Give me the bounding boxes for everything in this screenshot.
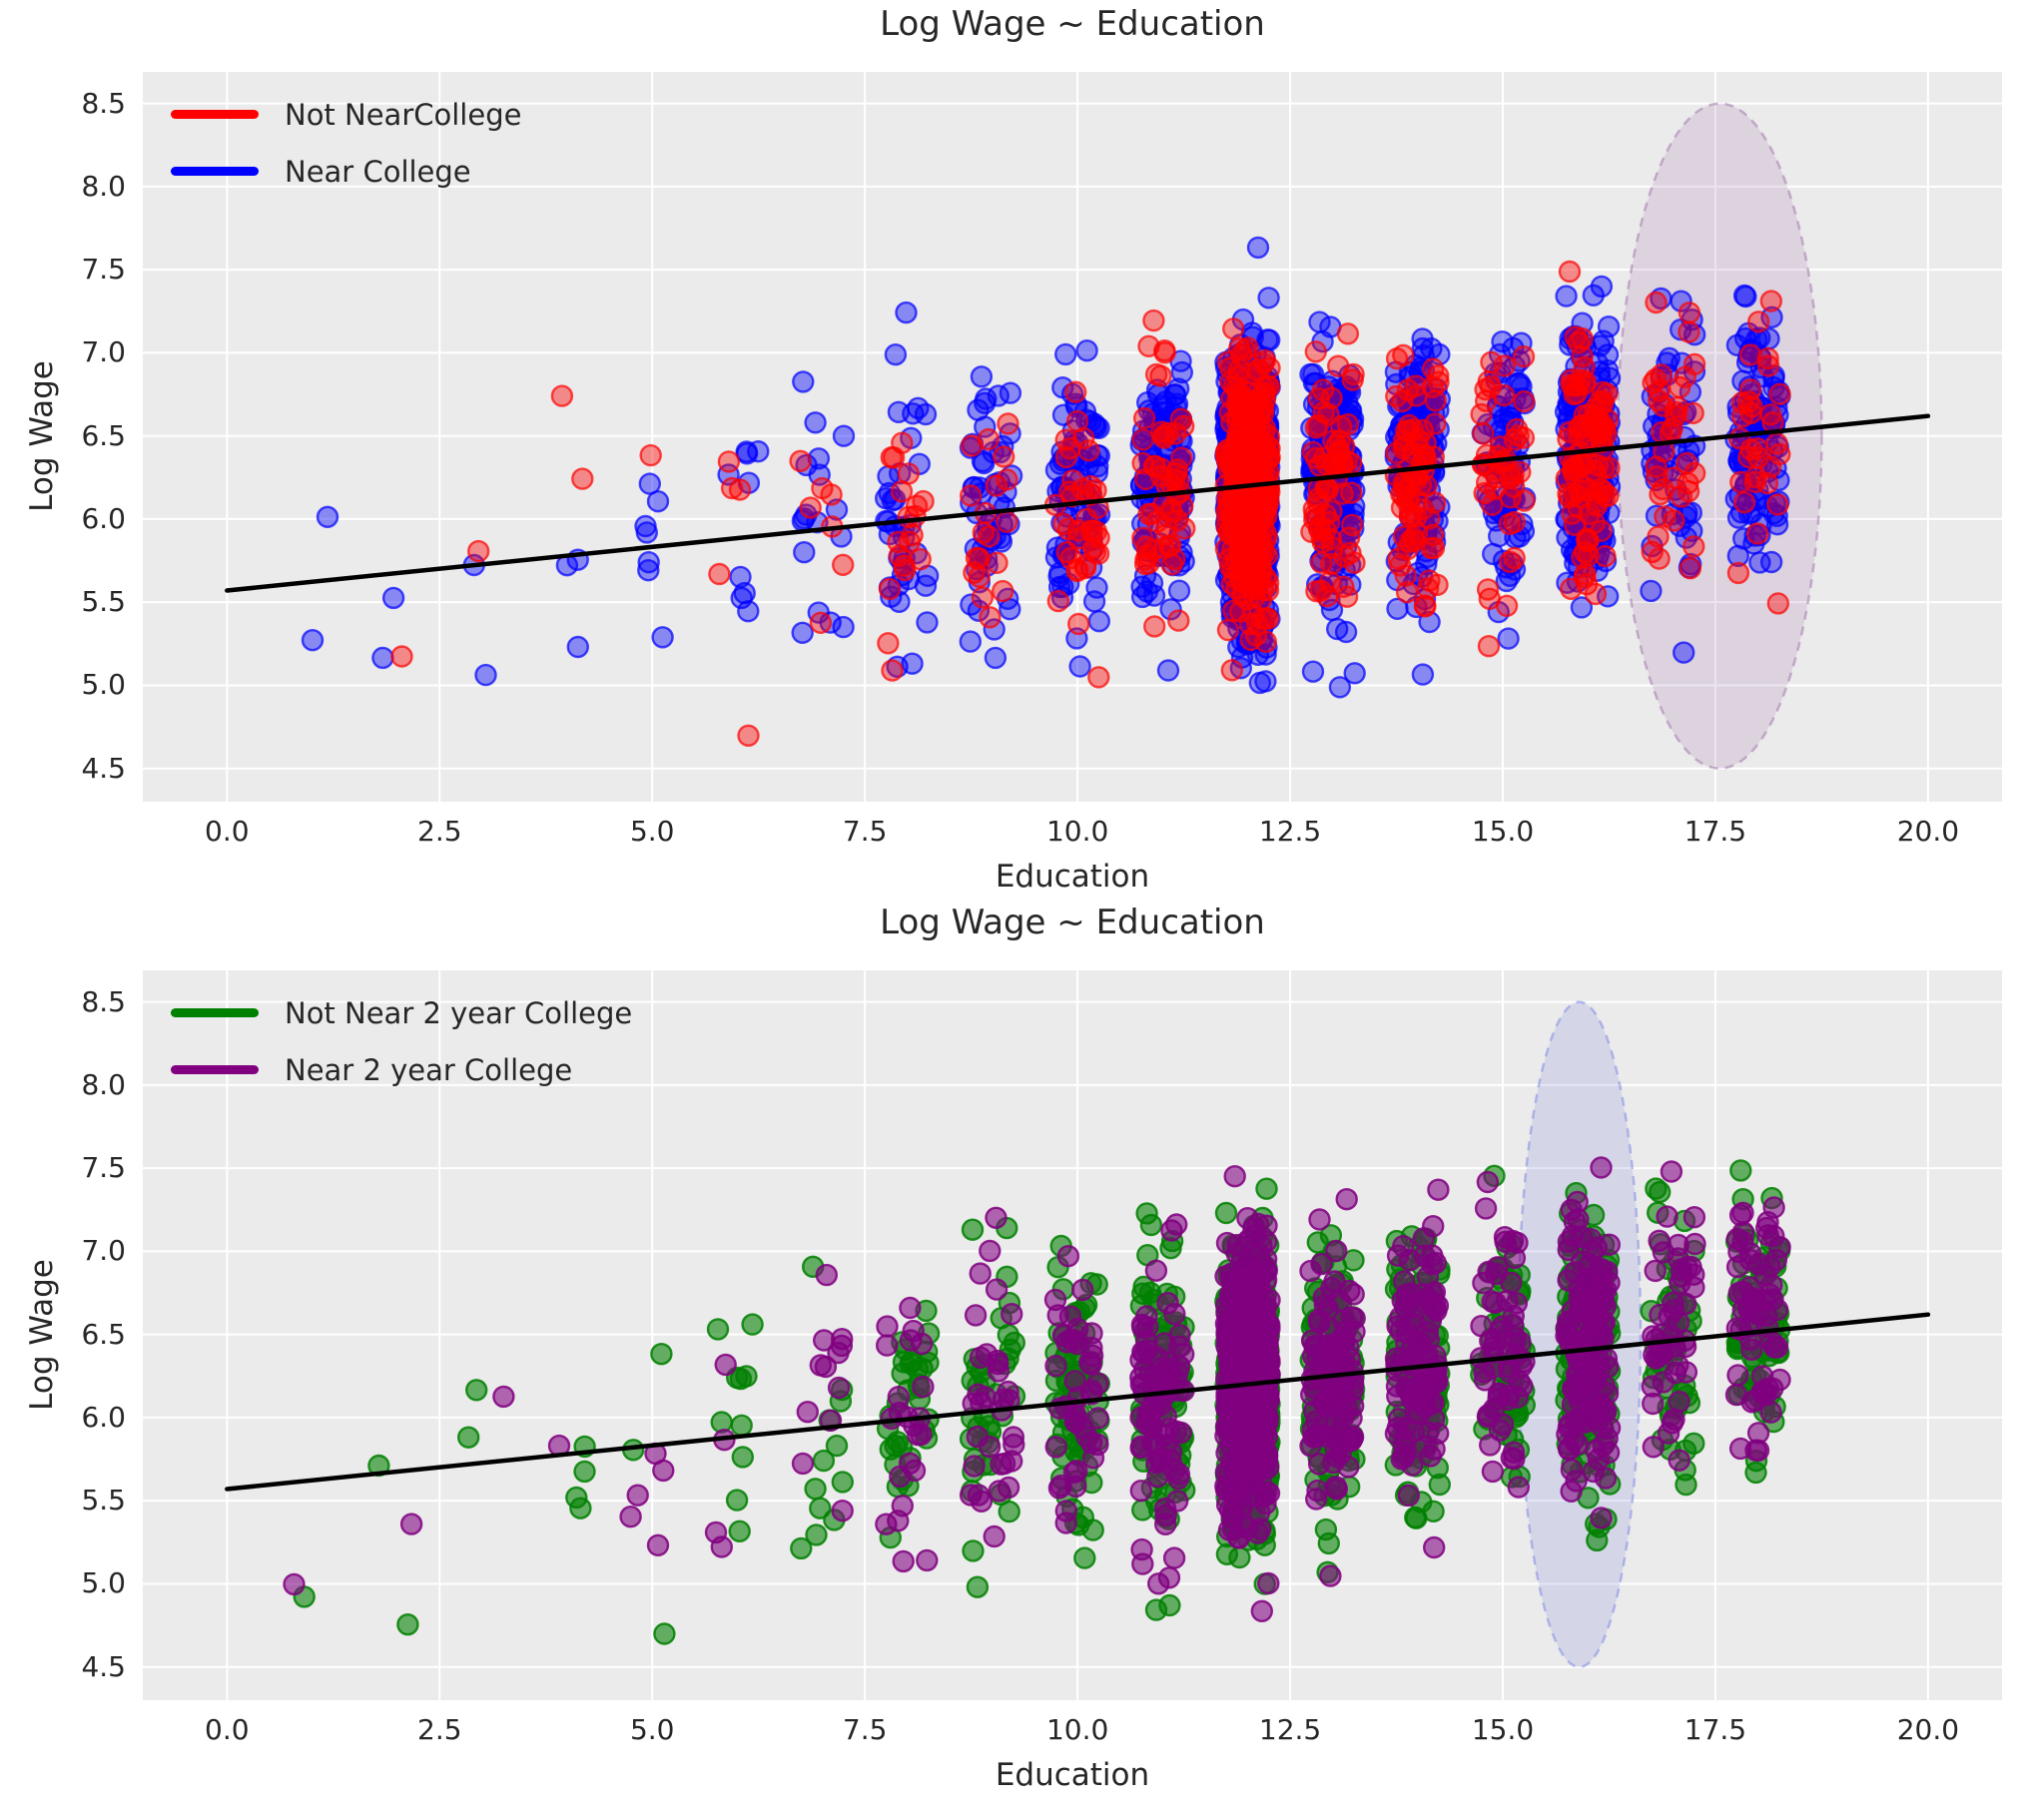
y-tick-label: 8.5 bbox=[81, 984, 126, 1018]
x-tick-label: 0.0 bbox=[205, 815, 250, 848]
x-tick-label: 12.5 bbox=[1258, 815, 1322, 848]
scatter-series bbox=[390, 260, 1791, 747]
legend-label: Near College bbox=[285, 154, 471, 189]
regression-line bbox=[225, 1312, 1931, 1492]
x-tick-label: 5.0 bbox=[629, 1713, 675, 1746]
x-tick-label: 10.0 bbox=[1045, 1713, 1109, 1746]
x-tick-label: 15.0 bbox=[1471, 815, 1535, 848]
x-tick-label: 7.5 bbox=[842, 815, 888, 848]
y-tick-label: 7.5 bbox=[81, 253, 126, 287]
scatter-plot-canvas bbox=[143, 970, 2002, 1700]
y-tick-label: 6.0 bbox=[81, 501, 126, 535]
x-tick-label: 2.5 bbox=[417, 815, 462, 848]
legend: Not NearCollege Near College bbox=[171, 86, 521, 200]
legend-item: Near College bbox=[171, 143, 521, 200]
top-chart: Log Wage ~ Education Log Wage Not NearCo… bbox=[0, 4, 2002, 895]
y-tick-label: 4.5 bbox=[81, 1649, 126, 1683]
y-tick-label: 6.5 bbox=[81, 1317, 126, 1351]
x-axis-ticks: 0.0 2.5 5.0 7.5 10.0 12.5 15.0 17.5 20.0 bbox=[143, 1713, 2002, 1753]
x-tick-label: 5.0 bbox=[629, 815, 675, 848]
x-tick-label: 0.0 bbox=[205, 1713, 250, 1746]
y-tick-label: 7.5 bbox=[81, 1151, 126, 1185]
x-tick-label: 17.5 bbox=[1683, 1713, 1747, 1746]
x-tick-label: 15.0 bbox=[1471, 1713, 1535, 1746]
legend-swatch-line bbox=[171, 167, 259, 176]
y-tick-label: 5.5 bbox=[81, 585, 126, 619]
x-tick-label: 2.5 bbox=[417, 1713, 462, 1746]
x-tick-label: 7.5 bbox=[842, 1713, 888, 1746]
chart-title: Log Wage ~ Education bbox=[880, 903, 1265, 942]
y-tick-label: 6.5 bbox=[81, 418, 126, 452]
y-tick-label: 5.0 bbox=[81, 1566, 126, 1600]
legend-swatch-line bbox=[171, 110, 259, 119]
scatter-plot-canvas bbox=[143, 72, 2002, 802]
plot-area: Not Near 2 year College Near 2 year Colle… bbox=[143, 970, 2002, 1700]
legend-item: Not Near 2 year College bbox=[171, 984, 632, 1041]
y-axis-ticks: 4.5 5.0 5.5 6.0 6.5 7.0 7.5 8.0 8.5 bbox=[0, 970, 126, 1700]
legend-swatch-line bbox=[171, 1008, 259, 1017]
y-tick-label: 8.5 bbox=[81, 86, 126, 120]
legend-item: Near 2 year College bbox=[171, 1041, 632, 1098]
y-tick-label: 7.0 bbox=[81, 1234, 126, 1268]
y-tick-label: 8.0 bbox=[81, 169, 126, 203]
x-tick-label: 20.0 bbox=[1896, 815, 1960, 848]
y-tick-label: 5.0 bbox=[81, 668, 126, 702]
y-tick-label: 8.0 bbox=[81, 1067, 126, 1101]
x-axis-ticks: 0.0 2.5 5.0 7.5 10.0 12.5 15.0 17.5 20.0 bbox=[143, 815, 2002, 855]
legend-item: Not NearCollege bbox=[171, 86, 521, 143]
x-tick-label: 10.0 bbox=[1045, 815, 1109, 848]
legend-label: Not NearCollege bbox=[285, 97, 522, 132]
x-axis-label: Education bbox=[995, 859, 1150, 895]
bottom-chart: Log Wage ~ Education Log Wage Not Near 2… bbox=[0, 899, 2020, 1809]
x-tick-label: 20.0 bbox=[1896, 1713, 1960, 1746]
chart-title: Log Wage ~ Education bbox=[880, 4, 1265, 44]
x-tick-label: 12.5 bbox=[1258, 1713, 1322, 1746]
legend: Not Near 2 year College Near 2 year Colle… bbox=[171, 984, 632, 1098]
y-axis-ticks: 4.5 5.0 5.5 6.0 6.5 7.0 7.5 8.0 8.5 bbox=[0, 72, 126, 802]
legend-label: Not Near 2 year College bbox=[285, 995, 633, 1030]
x-axis-label: Education bbox=[995, 1757, 1150, 1793]
scatter-series bbox=[283, 1156, 1791, 1622]
x-tick-label: 17.5 bbox=[1683, 815, 1747, 848]
y-tick-label: 5.5 bbox=[81, 1484, 126, 1517]
y-tick-label: 6.0 bbox=[81, 1400, 126, 1434]
y-tick-label: 4.5 bbox=[81, 751, 126, 785]
y-tick-label: 7.0 bbox=[81, 335, 126, 369]
plot-area: Not NearCollege Near College bbox=[143, 72, 2002, 802]
legend-label: Near 2 year College bbox=[285, 1052, 573, 1087]
regression-line bbox=[225, 413, 1931, 593]
legend-swatch-line bbox=[171, 1065, 259, 1074]
